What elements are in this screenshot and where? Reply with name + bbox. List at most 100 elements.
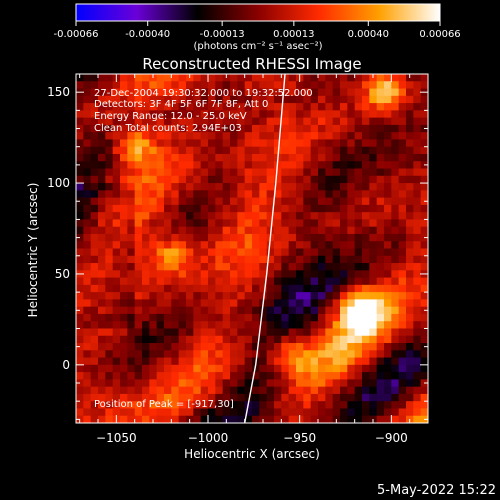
heatmap-cell [83,124,92,133]
heatmap-cell [215,110,224,119]
heatmap-cell [193,284,202,293]
heatmap-cell [259,204,268,213]
heatmap-cell [252,81,260,90]
heatmap-cell [222,241,231,250]
heatmap-cell [288,313,297,322]
heatmap-cell [406,393,414,402]
heatmap-cell [244,321,253,330]
heatmap-cell [288,372,297,380]
heatmap-cell [149,386,158,395]
heatmap-cell [376,219,385,228]
heatmap-cell [406,183,414,191]
heatmap-cell [259,321,268,330]
heatmap-cell [186,110,194,119]
heatmap-cell [252,321,260,330]
heatmap-cell [340,110,348,119]
heatmap-cell [127,81,136,90]
heatmap-cell [354,74,363,82]
heatmap-cell [230,212,238,221]
heatmap-cell [222,386,231,395]
heatmap-cell [310,401,319,410]
heatmap-cell [340,233,348,242]
heatmap-cell [171,190,180,199]
heatmap-cell [318,132,326,141]
heatmap-cell [266,175,275,184]
heatmap-cell [420,321,428,330]
heatmap-cell [354,81,363,90]
heatmap-cell [281,364,290,373]
heatmap-cell [369,226,378,235]
heatmap-cell [244,175,253,184]
heatmap-cell [391,168,400,177]
heatmap-cell [156,103,165,111]
heatmap-cell [325,393,334,402]
heatmap-cell [413,88,422,97]
heatmap-cell [303,379,312,388]
heatmap-cell [215,277,224,286]
heatmap-cell [340,241,348,250]
heatmap-cell [347,153,356,162]
heatmap-cell [413,270,422,279]
heatmap-cell [200,117,209,126]
heatmap-cell [90,95,99,104]
heatmap-cell [90,401,99,410]
heatmap-cell [149,88,158,97]
heatmap-cell [186,248,194,257]
heatmap-cell [120,81,128,90]
heatmap-cell [134,335,143,344]
heatmap-cell [142,175,150,184]
heatmap-cell [156,74,165,82]
heatmap-cell [318,299,326,308]
heatmap-cell [354,161,363,170]
heatmap-cell [83,401,92,410]
heatmap-cell [413,153,422,162]
heatmap-cell [420,226,428,235]
heatmap-cell [120,321,128,330]
heatmap-cell [186,350,194,359]
heatmap-cell [369,212,378,221]
heatmap-cell [208,175,216,184]
heatmap-cell [354,393,363,402]
heatmap-cell [259,284,268,293]
heatmap-cell [281,183,290,191]
heatmap-cell [83,313,92,322]
heatmap-cell [215,124,224,133]
heatmap-cell [112,233,121,242]
heatmap-cell [318,168,326,177]
heatmap-cell [303,139,312,148]
heatmap-cell [325,263,334,271]
heatmap-cell [83,263,92,271]
heatmap-cell [230,146,238,155]
heatmap-cell [208,139,216,148]
heatmap-cell [237,335,246,344]
heatmap-cell [325,226,334,235]
heatmap-cell [362,299,370,308]
heatmap-cell [127,350,136,359]
heatmap-cell [398,386,407,395]
heatmap-cell [105,117,114,126]
heatmap-cell [325,248,334,257]
heatmap-cell [178,95,187,104]
heatmap-cell [354,132,363,141]
heatmap-cell [83,386,92,395]
heatmap-cell [178,212,187,221]
heatmap-cell [288,408,297,417]
heatmap-cell [332,255,341,264]
heatmap-cell [142,415,150,423]
heatmap-cell [252,139,260,148]
heatmap-cell [156,321,165,330]
heatmap-cell [288,255,297,264]
heatmap-cell [354,204,363,213]
heatmap-cell [186,408,194,417]
heatmap-cell [112,321,121,330]
heatmap-cell [90,306,99,315]
heatmap-cell [369,255,378,264]
heatmap-cell [332,197,341,206]
heatmap-cell [406,277,414,286]
heatmap-cell [303,364,312,373]
heatmap-cell [413,74,422,82]
heatmap-cell [303,95,312,104]
heatmap-cell [230,415,238,423]
heatmap-cell [252,168,260,177]
heatmap-cell [288,306,297,315]
